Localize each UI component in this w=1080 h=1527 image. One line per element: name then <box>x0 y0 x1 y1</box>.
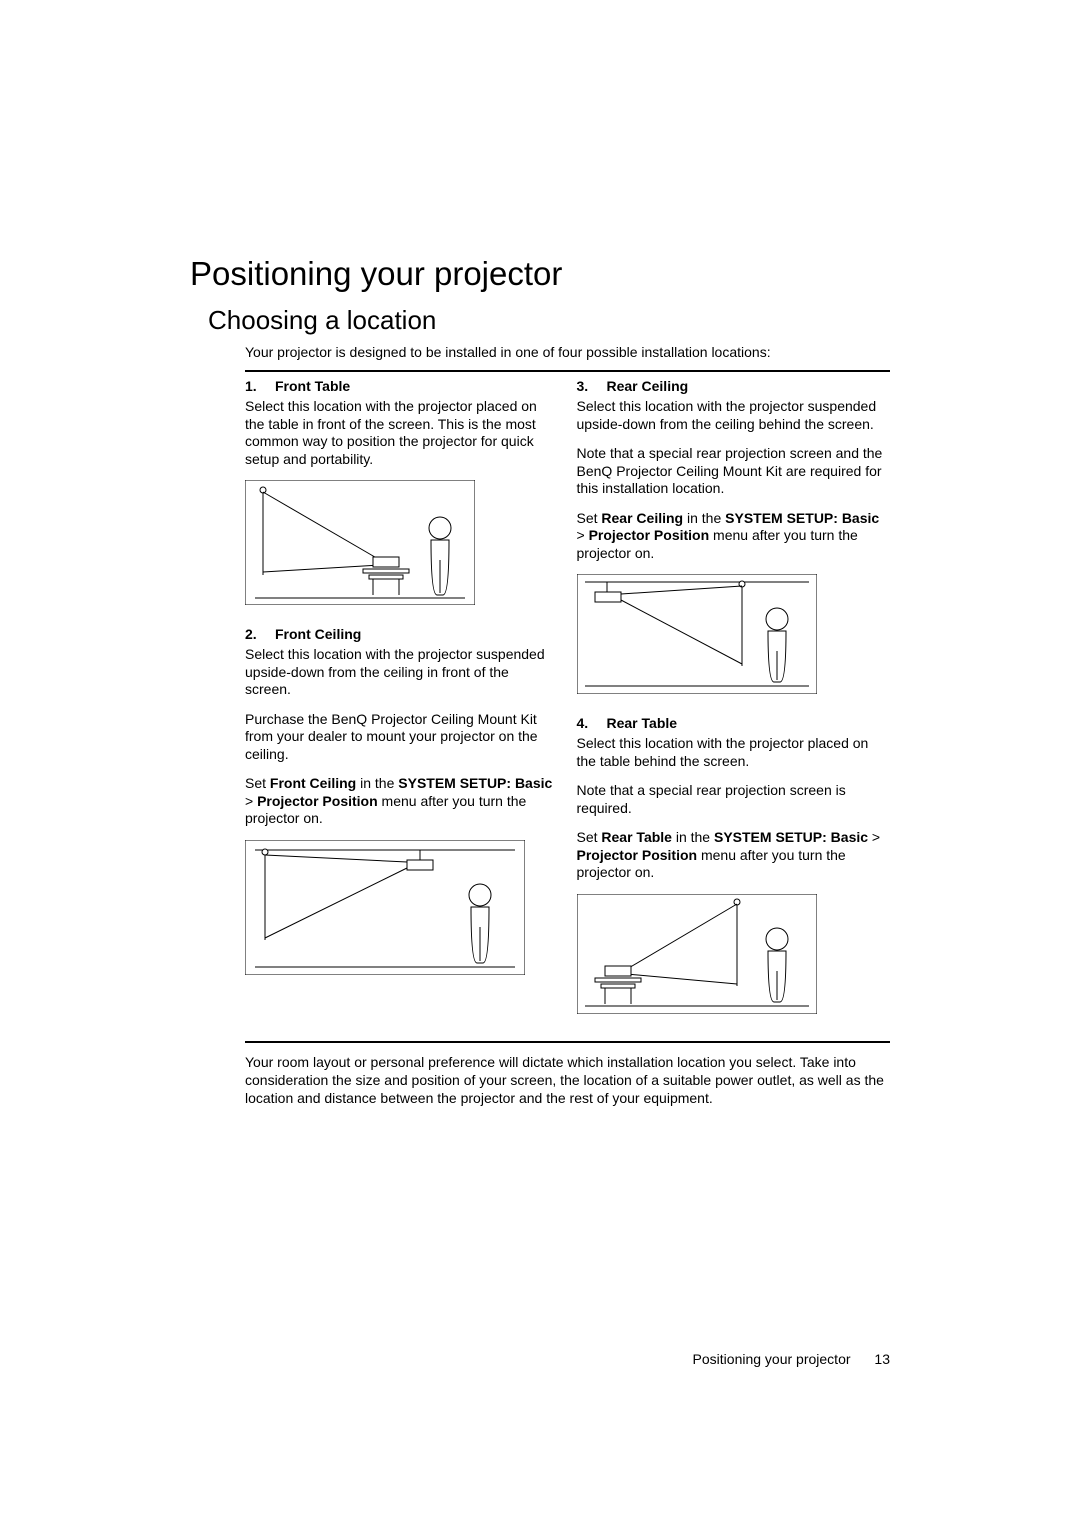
section-3-num: 3. <box>577 378 607 394</box>
section-4-num: 4. <box>577 715 607 731</box>
diagram-front-ceiling <box>245 840 559 978</box>
footnote-text: Your room layout or personal preference … <box>245 1053 890 1108</box>
section-3-title: Rear Ceiling <box>607 378 689 394</box>
left-column: 1. Front Table Select this location with… <box>245 378 559 1035</box>
page-footer: Positioning your projector 13 <box>693 1351 890 1367</box>
rule-top <box>245 370 890 372</box>
page-content: Positioning your projector Choosing a lo… <box>0 0 1080 1107</box>
section-4-p2: Note that a special rear projection scre… <box>577 782 891 817</box>
section-4-head: 4. Rear Table <box>577 715 891 731</box>
rule-bottom <box>245 1041 890 1043</box>
section-2-p2: Purchase the BenQ Projector Ceiling Moun… <box>245 711 559 764</box>
heading-2: Choosing a location <box>208 305 890 336</box>
section-3-p3: Set Rear Ceiling in the SYSTEM SETUP: Ba… <box>577 510 891 563</box>
heading-1: Positioning your projector <box>190 255 890 293</box>
section-3-p2: Note that a special rear projection scre… <box>577 445 891 498</box>
footer-page-number: 13 <box>874 1351 890 1367</box>
section-1-p1: Select this location with the projector … <box>245 398 559 468</box>
section-3-p1: Select this location with the projector … <box>577 398 891 433</box>
section-1-title: Front Table <box>275 378 350 394</box>
diagram-rear-table <box>577 894 891 1017</box>
section-2-title: Front Ceiling <box>275 626 361 642</box>
section-4-p1: Select this location with the projector … <box>577 735 891 770</box>
section-4-title: Rear Table <box>607 715 678 731</box>
section-2-num: 2. <box>245 626 275 642</box>
intro-text: Your projector is designed to be install… <box>245 344 890 360</box>
section-3-head: 3. Rear Ceiling <box>577 378 891 394</box>
section-2-head: 2. Front Ceiling <box>245 626 559 642</box>
right-column: 3. Rear Ceiling Select this location wit… <box>577 378 891 1035</box>
section-2-p3: Set Front Ceiling in the SYSTEM SETUP: B… <box>245 775 559 828</box>
section-4-p3: Set Rear Table in the SYSTEM SETUP: Basi… <box>577 829 891 882</box>
two-column-layout: 1. Front Table Select this location with… <box>245 378 890 1035</box>
section-2-p1: Select this location with the projector … <box>245 646 559 699</box>
section-1-num: 1. <box>245 378 275 394</box>
diagram-rear-ceiling <box>577 574 891 697</box>
diagram-front-table <box>245 480 559 608</box>
footer-section: Positioning your projector <box>693 1351 851 1367</box>
section-1-head: 1. Front Table <box>245 378 559 394</box>
